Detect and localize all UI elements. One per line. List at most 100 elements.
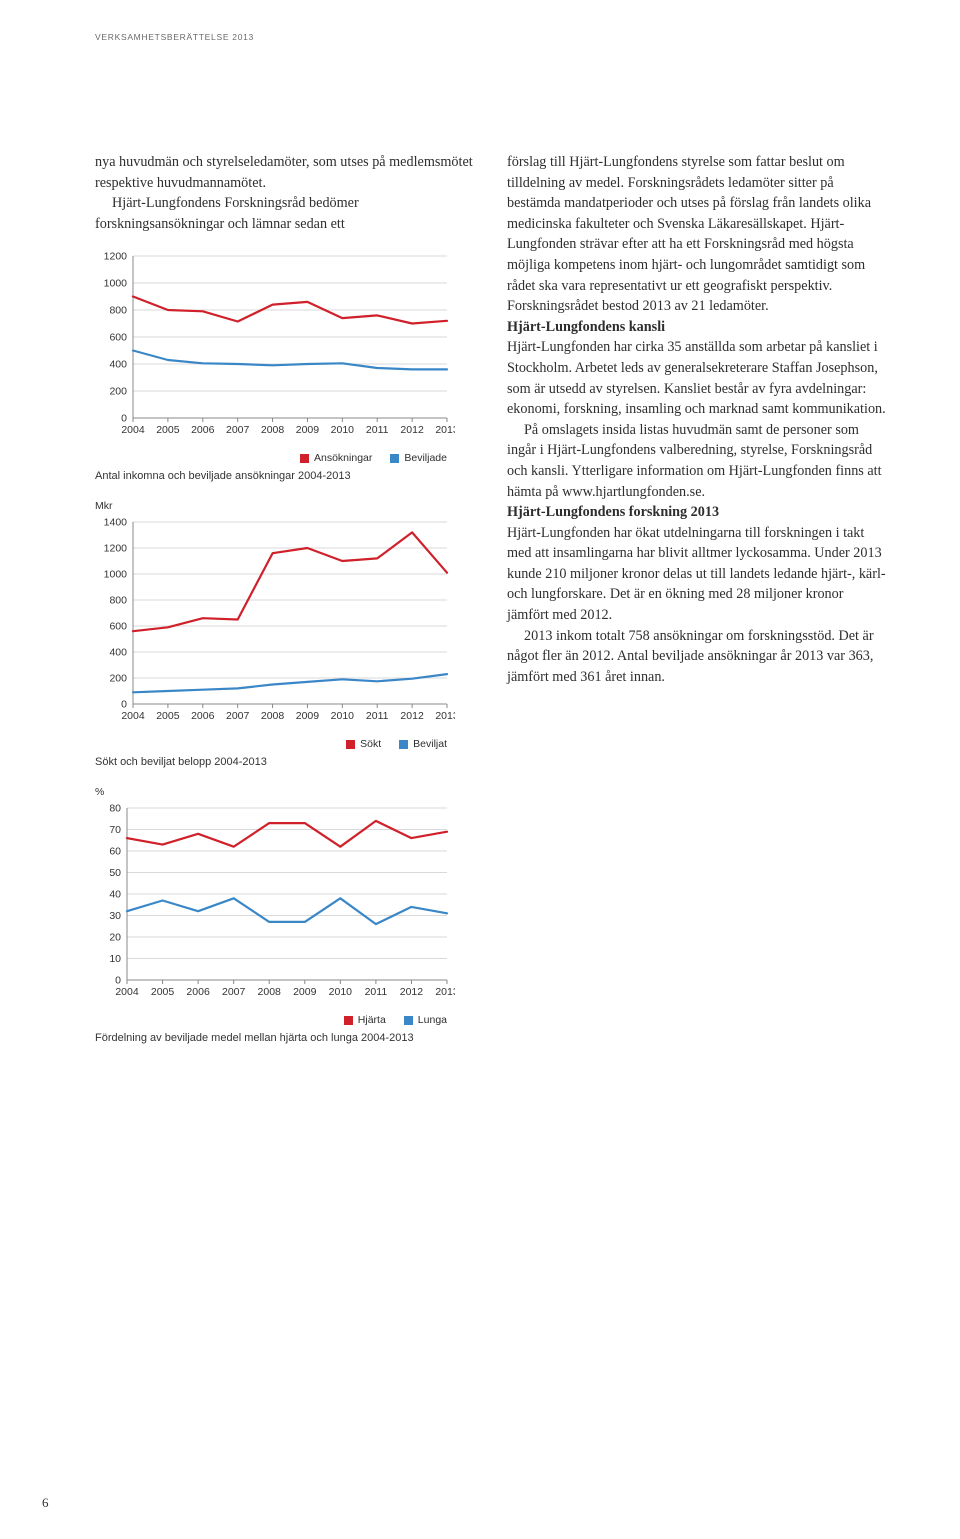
- svg-text:2009: 2009: [293, 986, 317, 998]
- svg-text:2013: 2013: [435, 424, 455, 436]
- svg-text:30: 30: [109, 910, 121, 922]
- svg-text:2008: 2008: [258, 986, 282, 998]
- chart-distribution-unit: %: [95, 786, 475, 798]
- svg-text:200: 200: [109, 386, 127, 398]
- right-paragraph-3: På omslagets insida listas huvudmän samt…: [507, 420, 887, 502]
- swatch-icon: [404, 1016, 413, 1025]
- svg-text:2012: 2012: [400, 424, 424, 436]
- svg-text:2010: 2010: [331, 424, 355, 436]
- svg-text:2010: 2010: [329, 986, 353, 998]
- svg-text:2013: 2013: [435, 710, 455, 722]
- svg-text:2007: 2007: [226, 710, 250, 722]
- page-number: 6: [42, 1495, 49, 1511]
- svg-text:400: 400: [109, 359, 127, 371]
- chart-amounts-legend: Sökt Beviljat: [95, 738, 455, 750]
- legend-item-lung: Lunga: [404, 1014, 447, 1026]
- legend-label: Beviljade: [404, 452, 447, 464]
- legend-label: Beviljat: [413, 738, 447, 750]
- svg-text:60: 60: [109, 846, 121, 858]
- chart-applications-legend: Ansökningar Beviljade: [95, 452, 455, 464]
- chart-distribution-caption: Fördelning av beviljade medel mellan hjä…: [95, 1032, 475, 1044]
- swatch-icon: [346, 740, 355, 749]
- svg-text:2005: 2005: [151, 986, 175, 998]
- chart-distribution-legend: Hjärta Lunga: [95, 1014, 455, 1026]
- svg-text:1000: 1000: [104, 278, 128, 290]
- right-column: förslag till Hjärt-Lungfondens styrelse …: [507, 152, 887, 1062]
- svg-text:2008: 2008: [261, 710, 285, 722]
- legend-item-heart: Hjärta: [344, 1014, 386, 1026]
- chart-amounts-caption: Sökt och beviljat belopp 2004-2013: [95, 756, 475, 768]
- svg-text:200: 200: [109, 673, 127, 685]
- legend-item-applications: Ansökningar: [300, 452, 372, 464]
- svg-text:1000: 1000: [104, 569, 128, 581]
- svg-text:2009: 2009: [296, 710, 320, 722]
- right-paragraph-1: förslag till Hjärt-Lungfondens styrelse …: [507, 152, 887, 317]
- right-paragraph-4: Hjärt-Lungfonden har ökat utdelningarna …: [507, 523, 887, 626]
- svg-text:1200: 1200: [104, 251, 128, 263]
- svg-text:20: 20: [109, 932, 121, 944]
- svg-text:600: 600: [109, 621, 127, 633]
- svg-text:800: 800: [109, 595, 127, 607]
- legend-label: Sökt: [360, 738, 381, 750]
- svg-text:2005: 2005: [156, 710, 180, 722]
- svg-text:80: 80: [109, 803, 121, 815]
- svg-text:600: 600: [109, 332, 127, 344]
- intro-paragraph-1: nya huvudmän och styrelseledamöter, som …: [95, 152, 475, 193]
- svg-text:2004: 2004: [115, 986, 139, 998]
- svg-text:0: 0: [121, 413, 127, 425]
- svg-text:2011: 2011: [366, 710, 389, 722]
- swatch-icon: [399, 740, 408, 749]
- legend-label: Ansökningar: [314, 452, 372, 464]
- swatch-icon: [344, 1016, 353, 1025]
- intro-text: nya huvudmän och styrelseledamöter, som …: [95, 152, 475, 234]
- svg-text:2004: 2004: [121, 710, 145, 722]
- svg-text:2012: 2012: [400, 710, 424, 722]
- svg-text:70: 70: [109, 824, 121, 836]
- svg-text:2006: 2006: [191, 424, 215, 436]
- svg-text:2004: 2004: [121, 424, 145, 436]
- svg-text:2011: 2011: [365, 986, 388, 998]
- legend-item-awarded: Beviljat: [399, 738, 447, 750]
- legend-item-granted: Beviljade: [390, 452, 447, 464]
- chart-applications-svg: 0 200 400 600 800 1000 1200 2004 2005 2006 2007 200…: [95, 248, 455, 448]
- svg-text:1200: 1200: [104, 543, 128, 555]
- svg-text:2006: 2006: [186, 986, 210, 998]
- svg-text:2012: 2012: [400, 986, 424, 998]
- svg-text:2010: 2010: [331, 710, 355, 722]
- swatch-icon: [390, 454, 399, 463]
- swatch-icon: [300, 454, 309, 463]
- two-column-layout: nya huvudmän och styrelseledamöter, som …: [95, 152, 890, 1062]
- svg-text:2005: 2005: [156, 424, 180, 436]
- svg-text:800: 800: [109, 305, 127, 317]
- svg-text:2008: 2008: [261, 424, 285, 436]
- chart-amounts-unit: Mkr: [95, 500, 475, 512]
- svg-text:2013: 2013: [435, 986, 455, 998]
- chart-applications: 0 200 400 600 800 1000 1200 2004 2005 2006 2007 200…: [95, 248, 455, 464]
- chart-amounts: 0 200 400 600 800 1000 1200 1400 2004 2005 2006 200…: [95, 514, 455, 750]
- svg-text:2007: 2007: [226, 424, 250, 436]
- legend-label: Lunga: [418, 1014, 447, 1026]
- svg-text:400: 400: [109, 647, 127, 659]
- legend-label: Hjärta: [358, 1014, 386, 1026]
- svg-text:2006: 2006: [191, 710, 215, 722]
- svg-text:40: 40: [109, 889, 121, 901]
- running-head: VERKSAMHETSBERÄTTELSE 2013: [95, 32, 890, 42]
- subhead-kansli: Hjärt-Lungfondens kansli: [507, 317, 887, 338]
- chart-amounts-svg: 0 200 400 600 800 1000 1200 1400 2004 2005 2006 200…: [95, 514, 455, 734]
- chart-distribution-svg: 0 10 20 30 40 50 60 70 80 2004 2005 2006 2007 2008 200…: [95, 800, 455, 1010]
- left-column: nya huvudmän och styrelseledamöter, som …: [95, 152, 475, 1062]
- svg-text:2011: 2011: [366, 424, 389, 436]
- svg-text:10: 10: [109, 953, 121, 965]
- right-paragraph-5: 2013 inkom totalt 758 ansökningar om for…: [507, 626, 887, 688]
- svg-text:0: 0: [115, 975, 121, 987]
- svg-text:2009: 2009: [296, 424, 320, 436]
- legend-item-applied: Sökt: [346, 738, 381, 750]
- chart-distribution: 0 10 20 30 40 50 60 70 80 2004 2005 2006 2007 2008 200…: [95, 800, 455, 1026]
- intro-paragraph-2: Hjärt-Lungfondens Forskningsråd bedömer …: [95, 193, 475, 234]
- chart-applications-caption: Antal inkomna och beviljade ansökningar …: [95, 470, 475, 482]
- svg-text:1400: 1400: [104, 517, 128, 529]
- svg-text:50: 50: [109, 867, 121, 879]
- svg-text:2007: 2007: [222, 986, 246, 998]
- svg-text:0: 0: [121, 699, 127, 711]
- right-paragraph-2: Hjärt-Lungfonden har cirka 35 anställda …: [507, 337, 887, 419]
